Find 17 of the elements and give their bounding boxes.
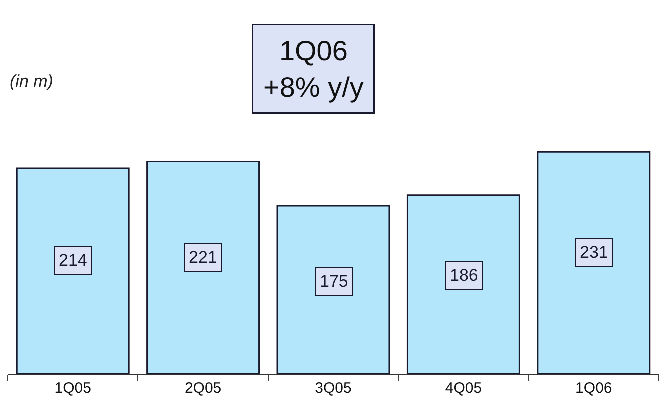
bar xyxy=(537,151,651,374)
data-label: 186 xyxy=(450,266,478,285)
x-tick-label: 3Q05 xyxy=(315,380,352,397)
text: (in m) xyxy=(10,72,54,91)
bar xyxy=(276,205,390,374)
x-tick-label: 1Q06 xyxy=(576,380,612,397)
data-label: 175 xyxy=(320,272,348,291)
chart-title: 1Q06 +8% y/y xyxy=(264,36,364,103)
data-label: 231 xyxy=(580,243,608,262)
data-label: 221 xyxy=(189,248,218,267)
bar xyxy=(406,194,520,374)
x-tick-label: 2Q05 xyxy=(184,380,222,397)
bar xyxy=(16,168,130,374)
x-tick-label: 4Q05 xyxy=(445,380,482,397)
bar xyxy=(146,161,260,374)
data-label: 214 xyxy=(59,251,88,270)
x-tick-label: 1Q05 xyxy=(54,380,92,397)
